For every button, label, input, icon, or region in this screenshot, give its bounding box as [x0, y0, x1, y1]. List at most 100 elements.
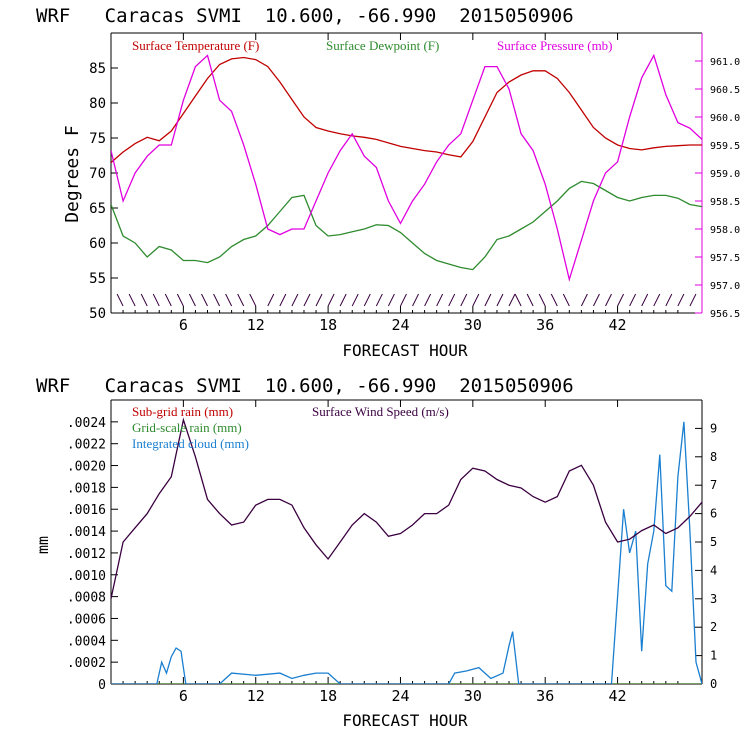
top-y-tick-label: 60 — [89, 236, 106, 252]
wind-barb — [550, 293, 558, 307]
bottom-y2-tick-label: 9 — [710, 421, 717, 435]
top-chart-xlabel: FORECAST HOUR — [342, 341, 468, 360]
wind-barb — [460, 293, 468, 307]
bottom-legend-entry-3: Integrated cloud (mm) — [132, 436, 249, 451]
top-y2-tick-label: 961.0 — [710, 57, 740, 68]
top-x-tick-label: 6 — [179, 316, 188, 334]
bottom-y-tick-label: .0020 — [67, 460, 106, 475]
bottom-chart-title: WRF Caracas SVMI 10.600, -66.990 2015050… — [36, 375, 574, 397]
wind-barb-row — [116, 293, 697, 307]
wind-barb — [279, 293, 287, 307]
bottom-y-tick-label: .0012 — [67, 547, 106, 562]
top-x-tick-label: 24 — [391, 316, 409, 334]
wind-barb — [641, 293, 649, 307]
bottom-x-tick-label: 12 — [247, 687, 265, 705]
top-y-tick-label: 65 — [89, 201, 106, 217]
top-y2-tick-label: 958.0 — [710, 225, 740, 236]
wind-barb — [665, 293, 673, 307]
wind-barb — [605, 293, 612, 307]
bottom-y2-tick-label: 0 — [710, 677, 717, 691]
wind-barb — [213, 293, 220, 307]
top-y-tick-label: 80 — [89, 96, 106, 112]
bottom-y2-tick-label: 4 — [710, 563, 717, 577]
top-y2-tick-label: 957.0 — [710, 281, 740, 292]
bottom-y-tick-label: .0024 — [67, 416, 106, 431]
wind-barb — [526, 293, 534, 307]
bottom-x-tick-label: 30 — [464, 687, 482, 705]
wind-barb — [424, 293, 432, 307]
bottom-y2-tick-label: 7 — [710, 478, 717, 492]
wind-barb — [689, 293, 697, 307]
top-x-tick-label: 36 — [536, 316, 554, 334]
bottom-x-tick-label: 36 — [536, 687, 554, 705]
wind-barb — [580, 293, 588, 307]
top-x-tick-label: 30 — [464, 316, 482, 334]
wind-barb — [538, 293, 546, 307]
bottom-x-tick-label: 6 — [179, 687, 188, 705]
bottom-y-tick-label: .0008 — [67, 591, 106, 606]
bottom-legend-entry-1: Sub-grid rain (mm) — [132, 404, 233, 419]
top-y2-tick-label: 960.5 — [710, 85, 740, 96]
wind-barb — [201, 293, 208, 307]
bottom-x-tick-label: 24 — [391, 687, 409, 705]
wind-barb — [653, 293, 661, 307]
wind-barb — [176, 293, 184, 307]
wind-barb — [375, 293, 383, 307]
wind-barb — [267, 293, 275, 307]
wind-barb — [128, 293, 136, 307]
bottom-y2-tick-label: 6 — [710, 507, 717, 521]
wind-barb — [291, 293, 299, 307]
bottom-y-tick-label: 0 — [98, 678, 106, 693]
wind-barb — [188, 293, 196, 307]
bottom-legend-entry-4: Surface Wind Speed (m/s) — [312, 404, 449, 419]
bottom-y-tick-label: .0004 — [67, 634, 106, 649]
top-y2-tick-label: 956.5 — [710, 309, 740, 320]
bottom-x-tick-label: 18 — [319, 687, 337, 705]
wind-barb — [617, 293, 625, 307]
wind-barb — [303, 293, 311, 307]
wind-barb — [514, 293, 522, 307]
bottom-y-tick-label: .0016 — [67, 503, 106, 518]
wind-barb — [472, 293, 480, 307]
top-y2-tick-label: 958.5 — [710, 197, 740, 208]
bottom-series-line-3 — [111, 421, 702, 684]
top-series-line-3 — [111, 53, 702, 282]
bottom-y2-tick-label: 8 — [710, 450, 717, 464]
top-x-tick-label: 12 — [247, 316, 265, 334]
top-plot: 6 12 18 24 30 36 42 50 55 60 65 70 75 80 85 956.5 957.0 9… — [89, 32, 740, 334]
bottom-x-tick-label: 42 — [609, 687, 627, 705]
wind-barb — [339, 293, 347, 307]
bottom-legend-entry-2: Grid-scale rain (mm) — [132, 420, 242, 435]
wind-barb — [351, 293, 359, 307]
bottom-chart-ylabel: mm — [34, 536, 52, 554]
wind-barb — [363, 293, 371, 307]
top-y-tick-label: 50 — [89, 306, 106, 322]
wind-barb — [508, 293, 516, 307]
wind-barb — [496, 293, 504, 307]
top-series-line-1 — [111, 56, 702, 163]
top-chart-title: WRF Caracas SVMI 10.600, -66.990 2015050… — [36, 5, 574, 27]
wind-barb — [152, 293, 160, 307]
wind-barb — [315, 293, 323, 307]
bottom-series-line-4 — [111, 417, 702, 599]
bottom-y-tick-label: .0006 — [67, 612, 106, 627]
bottom-y-tick-label: .0014 — [67, 525, 106, 540]
top-chart-ylabel: Degrees F — [62, 125, 83, 223]
wind-barb — [387, 293, 395, 307]
bottom-y2-tick-label: 3 — [710, 592, 717, 606]
wind-barb — [249, 293, 257, 307]
top-y-tick-label: 55 — [89, 271, 106, 287]
top-y2-tick-label: 959.0 — [710, 169, 740, 180]
wind-barb — [140, 293, 148, 307]
wind-barb — [164, 293, 172, 307]
wind-barb — [400, 293, 407, 307]
wind-barb — [116, 293, 124, 307]
bottom-plot: 6 12 18 24 30 36 420.0002.0004.0006.0008.0010.… — [67, 399, 717, 705]
bottom-y-tick-label: .0010 — [67, 569, 106, 584]
wind-barb — [327, 293, 335, 307]
bottom-series-group — [111, 417, 702, 684]
top-series-group — [111, 53, 702, 282]
bottom-chart-xlabel: FORECAST HOUR — [342, 711, 468, 730]
top-y2-tick-label: 959.5 — [710, 141, 740, 152]
